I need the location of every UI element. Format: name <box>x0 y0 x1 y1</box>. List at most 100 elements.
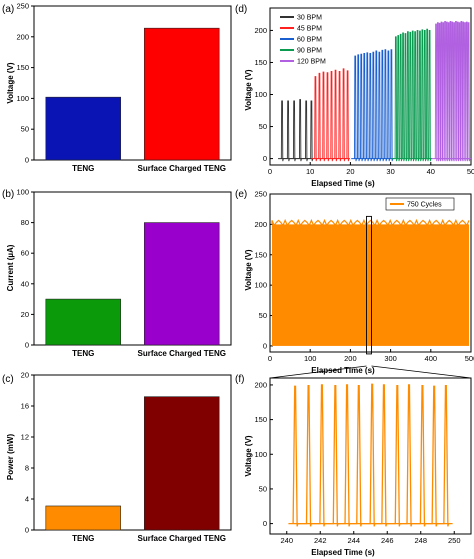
panel-d-legend-label-2: 60 BPM <box>297 37 322 44</box>
panel-b-category-label-0: TENG <box>72 349 94 358</box>
panel-f-xtick-label-2: 244 <box>347 536 360 545</box>
panel-f-ytick-label-2: 100 <box>254 450 267 459</box>
panel-d-ylabel: Voltage (V) <box>244 69 253 111</box>
panel-c-ytick-label-4: 16 <box>21 402 29 411</box>
panel-d-xtick-label-4: 40 <box>427 167 435 176</box>
panel-d-xtick-label-1: 10 <box>306 167 314 176</box>
panel-d-ytick-label-3: 150 <box>254 58 267 67</box>
panel-d-xtick-label-2: 20 <box>346 167 354 176</box>
panel-f-ytick-label-3: 150 <box>254 415 267 424</box>
panel-e-ytick-label-2: 100 <box>254 281 267 290</box>
panel-tag-c: (c) <box>2 374 14 385</box>
panel-b-bar-0 <box>45 298 121 346</box>
panel-d-series-3-line <box>394 28 432 162</box>
panel-tag-e: (e) <box>235 189 247 200</box>
panel-c-ytick-label-0: 0 <box>25 526 29 535</box>
panel-e-ytick-label-4: 200 <box>254 220 267 229</box>
panel-b-frame <box>33 191 232 346</box>
panel-d-xlabel: Elapsed Time (s) <box>311 179 375 188</box>
panel-c-ytick-label-3: 12 <box>21 433 29 442</box>
panel-f-ytick-label-0: 0 <box>263 519 267 528</box>
panel-d-series-0-line <box>280 99 314 162</box>
panel-f-xtick-label-3: 246 <box>381 536 394 545</box>
panel-e-xlabel: Elapsed Time (s) <box>311 366 375 375</box>
panel-a-ytick-label-3: 150 <box>16 63 29 72</box>
panel-d-legend-label-3: 90 BPM <box>297 48 322 55</box>
panel-f-xtick-label-5: 250 <box>448 536 461 545</box>
panel-c-ylabel: Power (mW) <box>6 434 15 481</box>
panel-b-ytick-label-5: 100 <box>16 188 29 197</box>
panel-e-legend-frame <box>385 197 455 211</box>
panel-a-frame <box>33 5 232 161</box>
panel-d-series-1-line <box>314 68 350 162</box>
panel-tag-b: (b) <box>2 189 14 200</box>
panel-a-ytick-label-0: 0 <box>25 156 29 165</box>
panel-c-ytick-label-5: 20 <box>21 371 29 380</box>
panel-a-ylabel: Voltage (V) <box>6 62 15 104</box>
zoom-connector-left <box>269 365 367 379</box>
panel-e-xtick-label-4: 400 <box>425 354 438 363</box>
panel-d-xtick-label-3: 30 <box>386 167 394 176</box>
panel-e-frame <box>269 193 472 353</box>
panel-c-bar-0 <box>45 505 121 531</box>
panel-tag-d: (d) <box>235 4 247 15</box>
panel-c-bar-1 <box>144 396 220 531</box>
panel-d-series-4-line <box>434 21 471 162</box>
panel-a-bar-1 <box>144 27 220 161</box>
panel-b-ytick-label-1: 20 <box>21 310 29 319</box>
panel-e-ytick-label-1: 50 <box>259 311 267 320</box>
panel-b-ytick-label-4: 80 <box>21 218 29 227</box>
panel-a-category-label-0: TENG <box>72 164 94 173</box>
panel-d-ytick-label-1: 50 <box>259 122 267 131</box>
panel-b-ylabel: Current (µA) <box>6 244 15 291</box>
panel-a-ytick-label-5: 250 <box>16 2 29 11</box>
panel-f-xtick-label-4: 248 <box>414 536 427 545</box>
panel-f-signal-line <box>292 383 450 527</box>
panel-e-ytick-label-5: 250 <box>254 190 267 199</box>
panel-tag-f: (f) <box>235 374 244 385</box>
panel-d-xtick-label-0: 0 <box>268 167 272 176</box>
panel-a-bar-0 <box>45 96 121 161</box>
zoom-connector-right <box>371 365 472 379</box>
panel-b-ytick-label-0: 0 <box>25 341 29 350</box>
panel-e-zoom-box <box>366 215 372 355</box>
panel-e-signal-band <box>272 224 469 346</box>
panel-c-ytick-label-1: 4 <box>25 495 29 504</box>
panel-e-ytick-label-0: 0 <box>263 341 267 350</box>
panel-d-frame <box>269 7 472 166</box>
panel-a-category-label-1: Surface Charged TENG <box>138 164 226 173</box>
panel-d-legend-label-1: 45 BPM <box>297 26 322 33</box>
panel-b-category-label-1: Surface Charged TENG <box>138 349 226 358</box>
panel-d-legend-label-4: 120 BPM <box>297 59 326 66</box>
panel-e-xtick-label-3: 300 <box>384 354 397 363</box>
panel-e-signal-edge <box>271 218 470 227</box>
panel-f-ytick-label-4: 200 <box>254 380 267 389</box>
panel-e-ylabel: Voltage (V) <box>244 249 253 291</box>
panel-e-xtick-label-1: 100 <box>304 354 317 363</box>
panel-e-xtick-label-0: 0 <box>268 354 272 363</box>
panel-c-frame <box>33 374 232 531</box>
panel-b-bar-1 <box>144 222 220 346</box>
panel-b-ytick-label-3: 60 <box>21 249 29 258</box>
panel-f-xtick-label-1: 242 <box>314 536 327 545</box>
panel-b-ytick-label-2: 40 <box>21 279 29 288</box>
panel-e-ytick-label-3: 150 <box>254 250 267 259</box>
panel-f-ylabel: Voltage (V) <box>244 435 253 477</box>
panel-f-frame <box>269 377 472 535</box>
panel-a-ytick-label-4: 200 <box>16 32 29 41</box>
panel-f-xlabel: Elapsed Time (s) <box>311 548 375 557</box>
panel-d-xtick-label-5: 50 <box>467 167 474 176</box>
panel-e-xtick-label-2: 200 <box>344 354 357 363</box>
panel-d-ytick-label-2: 100 <box>254 90 267 99</box>
panel-tag-a: (a) <box>2 4 14 15</box>
panel-e-xtick-label-5: 500 <box>465 354 474 363</box>
panel-c-category-label-1: Surface Charged TENG <box>138 534 226 543</box>
panel-a-ytick-label-2: 100 <box>16 94 29 103</box>
panel-d-ytick-label-0: 0 <box>263 154 267 163</box>
panel-a-ytick-label-1: 50 <box>21 125 29 134</box>
panel-e-legend-label: 750 Cycles <box>407 202 442 209</box>
panel-d-ytick-label-4: 200 <box>254 26 267 35</box>
panel-d-legend-label-0: 30 BPM <box>297 15 322 22</box>
